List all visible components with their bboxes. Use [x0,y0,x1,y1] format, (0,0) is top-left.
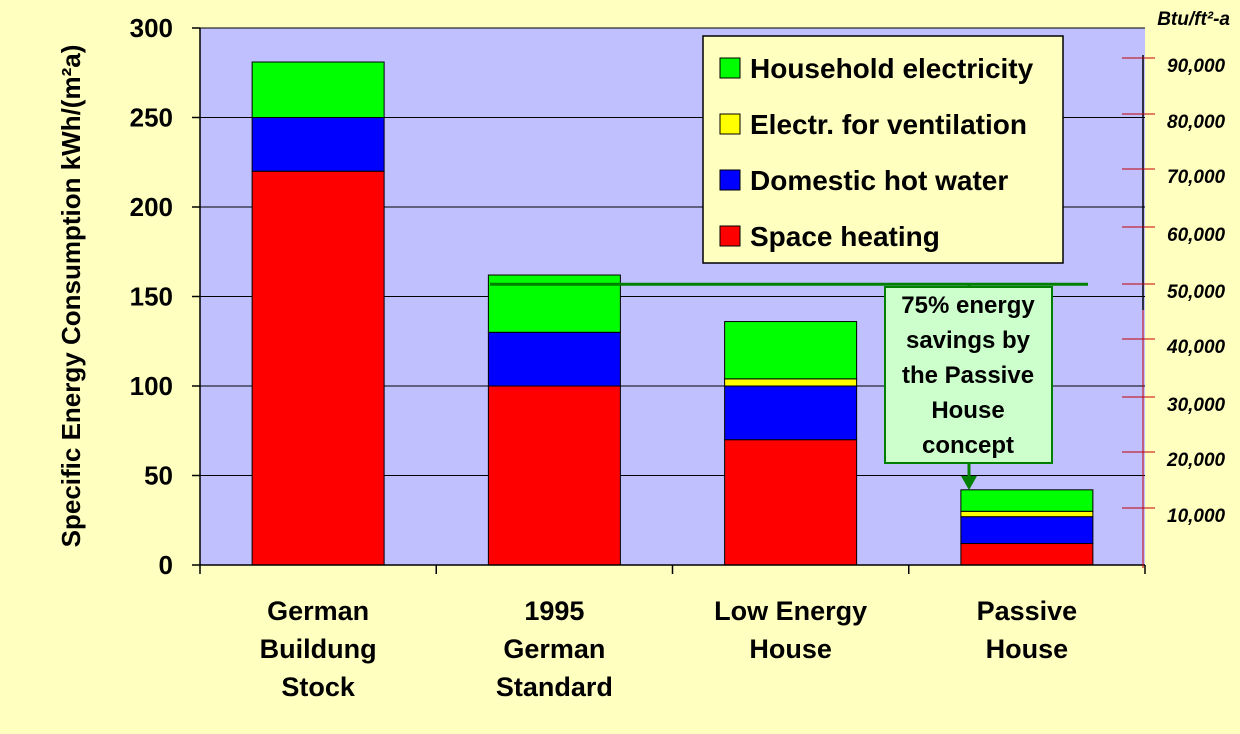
annotation-text: concept [922,432,1014,459]
annotation-arrow-head [961,476,977,490]
legend-label: Domestic hot water [750,165,1008,196]
bar-segment [724,321,858,380]
bar-segment [251,61,385,118]
legend-box [702,35,1064,264]
bar-segment [251,117,385,172]
x-tick-label: German [267,596,369,626]
y-tick-label: 50 [144,461,173,491]
bar-segment [487,385,621,566]
bar-segment [724,385,858,441]
x-tick-label: 1995 [524,596,584,626]
x-tick-label: Standard [496,672,613,702]
y2-axis-title: Btu/ft²-a [1157,9,1230,30]
legend-label: Space heating [750,221,940,252]
y-tick-label: 0 [159,550,173,580]
y2-tick-label: 90,000 [1167,56,1226,77]
annotation-text: 75% energy [901,292,1035,319]
x-tick-label: Stock [281,672,356,702]
bar-segment [251,170,385,566]
y2-tick-label: 70,000 [1167,167,1226,188]
y2-tick-label: 10,000 [1167,506,1226,527]
y-tick-label: 300 [130,13,173,43]
legend-swatch [719,225,741,247]
y2-tick-label: 20,000 [1166,450,1226,471]
bar-segment [724,439,858,566]
x-tick-label: Passive [977,596,1078,626]
legend-label: Electr. for ventilation [750,109,1027,140]
y-tick-label: 200 [130,192,173,222]
bar-segment [960,510,1094,518]
bar-segment [960,489,1094,512]
y2-tick-label: 80,000 [1167,112,1226,133]
bar-segment [487,331,621,387]
y-axis-title: Specific Energy Consumption kWh/(m²a) [56,45,86,548]
annotation-text: House [931,397,1004,424]
annotation-text: the Passive [902,362,1034,389]
x-tick-label: German [503,634,605,664]
legend-label: Household electricity [750,53,1034,84]
y-tick-label: 150 [130,282,173,312]
y2-tick-label: 40,000 [1166,337,1226,358]
x-tick-label: House [986,634,1069,664]
y-tick-label: 250 [130,103,173,133]
legend-swatch [719,113,741,135]
y2-tick-label: 50,000 [1167,282,1226,303]
y2-tick-label: 60,000 [1167,225,1226,246]
x-tick-label: Low Energy [714,596,867,626]
x-tick-label: Buildung [260,634,377,664]
legend-swatch [719,57,741,79]
bar-segment [724,378,858,387]
legend-swatch [719,169,741,191]
bar-segment [960,516,1094,545]
annotation-box [884,286,1053,464]
bar-segment [960,543,1094,566]
x-tick-label: House [749,634,832,664]
y2-tick-label: 30,000 [1167,395,1226,416]
annotation-text: savings by [906,327,1031,354]
y-tick-label: 100 [130,371,173,401]
